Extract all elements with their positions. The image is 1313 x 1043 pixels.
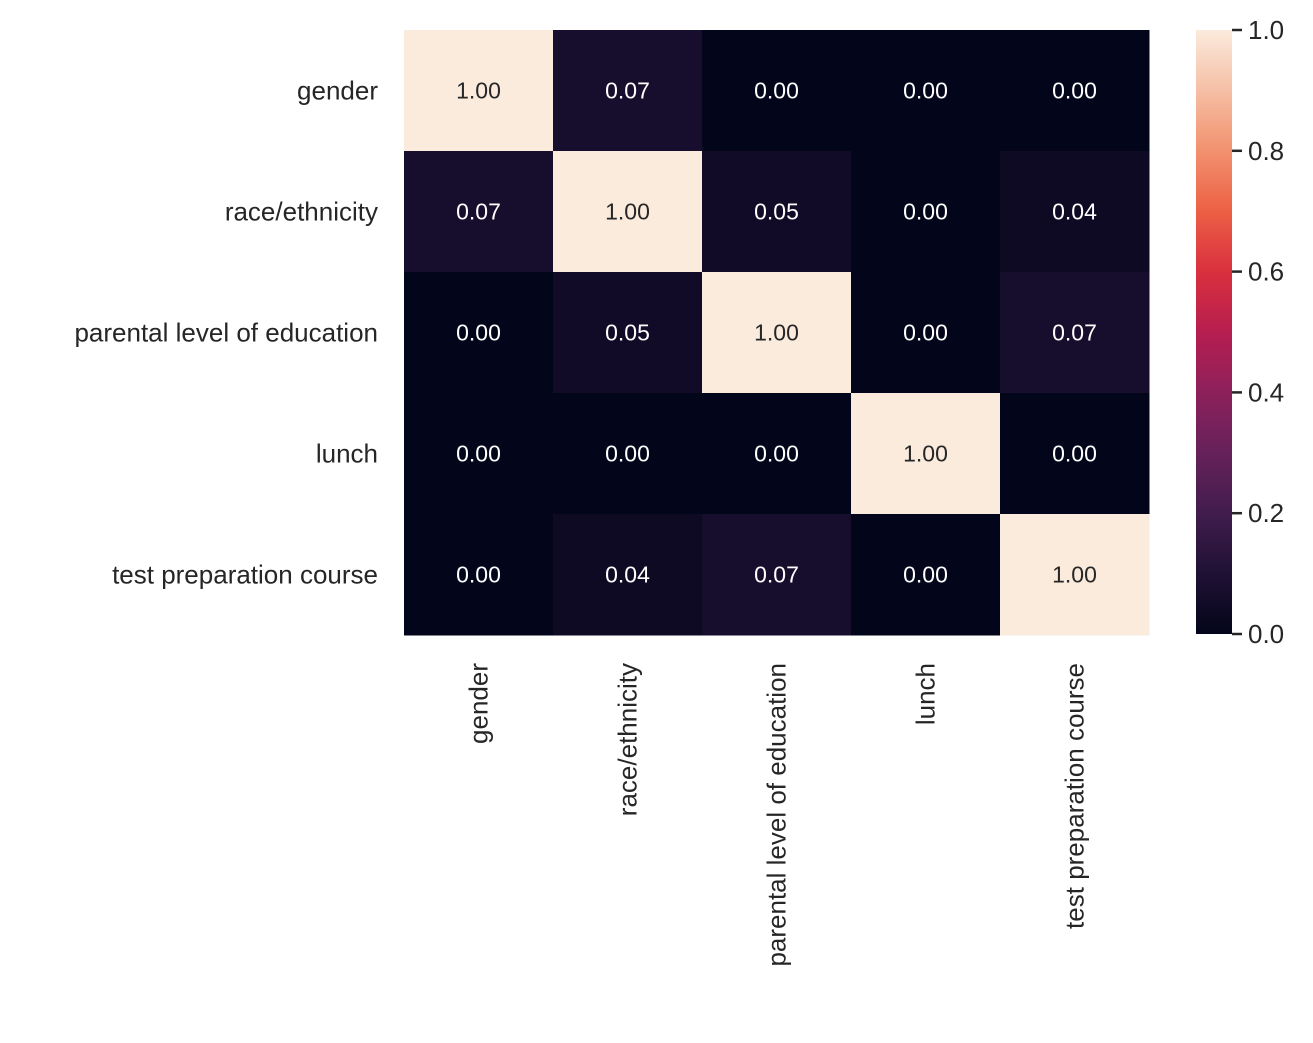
colorbar-tick-label: 0.6 xyxy=(1248,257,1284,287)
heatmap-cell xyxy=(1000,393,1150,515)
heatmap-cells xyxy=(404,30,1150,636)
heatmap-cell xyxy=(553,272,703,394)
cell-annotation: 0.07 xyxy=(754,562,799,588)
x-tick-label: lunch xyxy=(911,663,941,725)
cell-annotation: 0.00 xyxy=(1052,78,1097,104)
colorbar-tick-label: 0.8 xyxy=(1248,136,1284,166)
cell-annotation: 1.00 xyxy=(903,441,948,467)
x-tick-label: race/ethnicity xyxy=(613,663,643,816)
heatmap-cell xyxy=(1000,514,1150,636)
colorbar-tick-label: 0.4 xyxy=(1248,377,1284,407)
heatmap-cell xyxy=(404,30,554,152)
cell-annotation: 0.07 xyxy=(456,199,501,225)
heatmap-cell xyxy=(702,514,852,636)
heatmap-cell xyxy=(553,151,703,273)
heatmap-cell xyxy=(702,393,852,515)
x-tick-label: parental level of education xyxy=(762,663,792,967)
colorbar-gradient xyxy=(1196,30,1232,634)
colorbar-tick-label: 1.0 xyxy=(1248,15,1284,45)
cell-annotation: 0.00 xyxy=(456,562,501,588)
heatmap-cell xyxy=(702,151,852,273)
y-tick-label: gender xyxy=(297,76,378,106)
heatmap-cell xyxy=(851,151,1001,273)
heatmap-cell xyxy=(702,272,852,394)
heatmap-cell xyxy=(404,393,554,515)
heatmap-cell xyxy=(404,514,554,636)
cell-annotation: 0.00 xyxy=(903,199,948,225)
cell-annotation: 0.00 xyxy=(903,562,948,588)
heatmap-cell xyxy=(1000,151,1150,273)
heatmap-cell xyxy=(553,30,703,152)
heatmap-cell xyxy=(404,151,554,273)
heatmap-cell xyxy=(851,30,1001,152)
heatmap-cell xyxy=(851,393,1001,515)
cell-annotation: 0.00 xyxy=(456,320,501,346)
colorbar-tick-label: 0.0 xyxy=(1248,619,1284,649)
heatmap-cell xyxy=(404,272,554,394)
colorbar: 0.0 0.2 0.4 0.6 0.8 1.0 xyxy=(1196,15,1284,649)
cell-annotation: 1.00 xyxy=(456,78,501,104)
cell-annotation: 0.00 xyxy=(605,441,650,467)
cell-annotation: 0.07 xyxy=(1052,320,1097,346)
heatmap-cell xyxy=(1000,272,1150,394)
y-tick-labels: gender race/ethnicity parental level of ed… xyxy=(74,76,378,590)
cell-annotation: 0.00 xyxy=(754,78,799,104)
x-tick-labels: gender race/ethnicity parental level of ed… xyxy=(464,663,1090,967)
colorbar-tick-label: 0.2 xyxy=(1248,498,1284,528)
cell-annotation: 0.07 xyxy=(605,78,650,104)
cell-annotation: 1.00 xyxy=(754,320,799,346)
cell-annotation: 1.00 xyxy=(1052,562,1097,588)
y-tick-label: race/ethnicity xyxy=(225,197,378,227)
cell-annotation: 0.00 xyxy=(903,78,948,104)
x-tick-label: gender xyxy=(464,663,494,744)
cell-annotation: 0.04 xyxy=(605,562,650,588)
cell-annotation: 0.00 xyxy=(754,441,799,467)
cell-annotation: 0.05 xyxy=(605,320,650,346)
heatmap-cell xyxy=(851,272,1001,394)
y-tick-label: test preparation course xyxy=(112,560,378,590)
y-tick-label: lunch xyxy=(316,439,378,469)
cell-annotation: 0.04 xyxy=(1052,199,1097,225)
heatmap-annotations: 1.00 0.07 0.00 0.00 0.00 0.07 1.00 0.05 0.00 0.04… xyxy=(456,78,1097,588)
heatmap-cell xyxy=(553,514,703,636)
cell-annotation: 0.00 xyxy=(903,320,948,346)
cell-annotation: 0.00 xyxy=(1052,441,1097,467)
heatmap-cell xyxy=(851,514,1001,636)
heatmap-cell xyxy=(702,30,852,152)
heatmap-cell xyxy=(553,393,703,515)
cell-annotation: 0.00 xyxy=(456,441,501,467)
y-tick-label: parental level of education xyxy=(74,318,378,348)
heatmap-cell xyxy=(1000,30,1150,152)
x-tick-label: test preparation course xyxy=(1060,663,1090,929)
cell-annotation: 0.05 xyxy=(754,199,799,225)
cell-annotation: 1.00 xyxy=(605,199,650,225)
